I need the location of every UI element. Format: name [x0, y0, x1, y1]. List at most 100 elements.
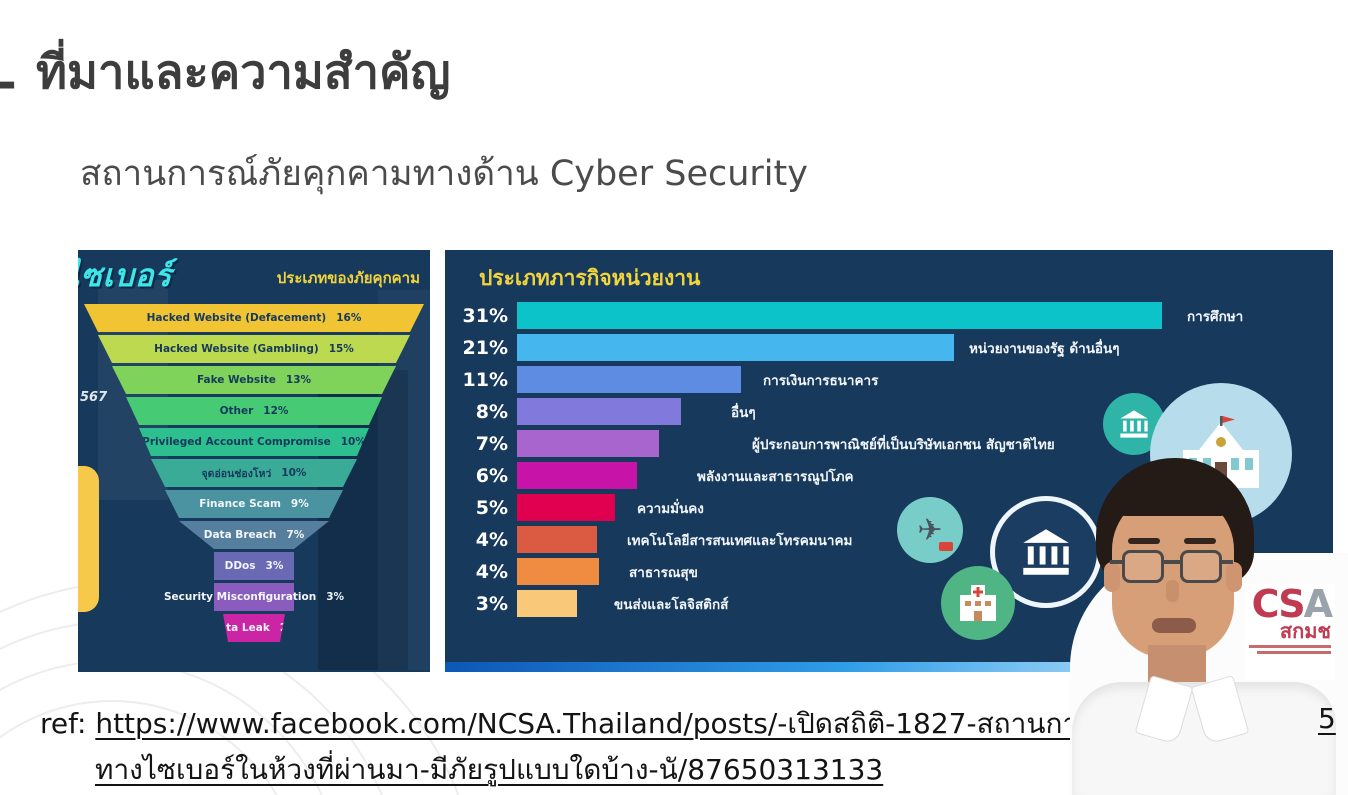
- bar-category-label: เทคโนโลยีสารสนเทศและโทรคมนาคม: [627, 532, 853, 549]
- presenter-hair-fringe: [1112, 468, 1234, 516]
- funnel-row: Privileged Account Compromise 10%: [139, 428, 369, 456]
- bar-value-label: 6%: [475, 464, 508, 487]
- bar-row: 8% อื่นๆ: [453, 398, 1323, 425]
- funnel-row: Security Misconfiguration 3%: [164, 583, 344, 611]
- ncsa-logo-tagline: [1249, 645, 1331, 648]
- funnel-rows: Hacked Website (Defacement) 16% Hacked Web…: [78, 304, 430, 645]
- bar-category-label: การศึกษา: [1187, 308, 1244, 325]
- title-dash: –: [0, 50, 17, 113]
- bar-chart-title: ประเภทภารกิจหน่วยงาน: [479, 266, 701, 290]
- funnel-row: Data Leak 2%: [223, 614, 285, 642]
- bar-value-label: 3%: [475, 592, 508, 615]
- ref-label: ref:: [40, 707, 96, 740]
- bar-value-label: 7%: [475, 432, 508, 455]
- funnel-row-value: 7%: [286, 529, 305, 541]
- bar-value-label: 4%: [475, 560, 508, 583]
- funnel-row-value: 13%: [285, 374, 312, 386]
- funnel-row-label: Data Breach: [203, 529, 277, 541]
- funnel-row: Hacked Website (Gambling) 15%: [98, 335, 410, 363]
- bar: [517, 430, 659, 457]
- funnel-row-value: 12%: [263, 405, 289, 417]
- bar-category-label: ความมั่นคง: [637, 500, 704, 517]
- bar-chart-bottom-strip: [445, 662, 1333, 672]
- bar-category-label: ผู้ประกอบการพาณิชย์ที่เป็นบริษัทเอกชน สั…: [752, 436, 1055, 453]
- bar-row: 21% หน่วยงานของรัฐ ด้านอื่นๆ: [453, 334, 1323, 361]
- glasses-arm: [1220, 560, 1233, 564]
- funnel-row-value: 9%: [290, 498, 309, 510]
- bar-category-label: พลังงานและสาธารณูปโภค: [697, 468, 854, 485]
- reference-line-2: ทางไซเบอร์ในห้วงที่ผ่านมา-มีภัยรูปแบบใดบ…: [95, 748, 883, 792]
- bar-row: 5% ความมั่นคง: [453, 494, 1323, 521]
- bar-row: 11% การเงินการธนาคาร: [453, 366, 1323, 393]
- bar-value-label: 5%: [475, 496, 508, 519]
- bar: [517, 494, 615, 521]
- bar-value-label: 31%: [462, 304, 508, 327]
- funnel-watermark-text: ไซเบอร์: [78, 258, 173, 294]
- bar-value-label: 11%: [462, 368, 508, 391]
- bar: [517, 462, 637, 489]
- funnel-row-value: 16%: [336, 312, 362, 324]
- funnel-year-fragment: 567: [80, 390, 108, 405]
- funnel-row: จุดอ่อนช่องโหว่ 10%: [151, 459, 357, 487]
- bar-row: 4% เทคโนโลยีสารสนเทศและโทรคมนาคม: [453, 526, 1323, 553]
- funnel-row-label: Fake Website: [196, 374, 276, 386]
- reference-link-1[interactable]: https://www.facebook.com/NCSA.Thailand/p…: [95, 707, 1079, 740]
- funnel-row-label: Security Misconfiguration: [163, 591, 317, 603]
- page-subtitle: สถานการณ์ภัยคุกคามทางด้าน Cyber Security: [80, 154, 808, 194]
- funnel-row-label: Data Leak: [210, 622, 270, 634]
- bar: [517, 398, 681, 425]
- reference-link-fragment: 5: [1318, 702, 1336, 735]
- truck-icon: [939, 542, 953, 551]
- ncsa-logo-text: CSA: [1251, 582, 1333, 626]
- bar-row: 4% สาธารณสุข: [453, 558, 1323, 585]
- funnel-row-label: จุดอ่อนช่องโหว่: [201, 467, 272, 480]
- bar-row: 6% พลังงานและสาธารณูปโภค: [453, 462, 1323, 489]
- bar-category-label: การเงินการธนาคาร: [763, 372, 879, 389]
- bar-value-label: 4%: [475, 528, 508, 551]
- bar-value-label: 8%: [475, 400, 508, 423]
- reference-link-2[interactable]: ทางไซเบอร์ในห้วงที่ผ่านมา-มีภัยรูปแบบใดบ…: [95, 753, 884, 786]
- funnel-row-value: 2%: [279, 622, 298, 634]
- bar-row: 3% ขนส่งและโลจิสติกส์: [453, 590, 1323, 617]
- funnel-side-tab: [78, 466, 99, 612]
- transport-plane-icon: ✈: [897, 497, 963, 563]
- bar: [517, 558, 599, 585]
- presenter-mouth: [1152, 618, 1196, 633]
- funnel-row: Fake Website 13%: [112, 366, 396, 394]
- funnel-row-value: 3%: [265, 560, 284, 572]
- glasses-right-lens-icon: [1180, 550, 1222, 583]
- presenter-ear: [1104, 562, 1120, 592]
- funnel-chart-title: ประเภทของภัยคุกคาม: [276, 269, 420, 287]
- glasses-bridge: [1163, 560, 1181, 564]
- funnel-row: Finance Scam 9%: [165, 490, 343, 518]
- funnel-row: Hacked Website (Defacement) 16%: [84, 304, 424, 332]
- funnel-row-label: Hacked Website (Defacement): [146, 312, 327, 324]
- funnel-row-value: 10%: [340, 436, 366, 448]
- hospital-icon: [941, 566, 1015, 640]
- funnel-row-label: Privileged Account Compromise: [142, 436, 331, 448]
- bar: [517, 334, 954, 361]
- glasses-arm: [1110, 560, 1123, 564]
- funnel-row-value: 10%: [281, 467, 307, 479]
- funnel-row-value: 15%: [328, 343, 354, 355]
- bar-value-label: 21%: [462, 336, 508, 359]
- funnel-row: DDos 3%: [214, 552, 294, 580]
- glasses-left-lens-icon: [1122, 550, 1164, 583]
- funnel-row-label: Other: [219, 405, 254, 417]
- reference-line-1: ref: https://www.facebook.com/NCSA.Thail…: [40, 702, 1078, 746]
- ncsa-logo-tagline: [1257, 651, 1331, 654]
- presenter-eyebrow: [1184, 538, 1216, 544]
- bar-category-label: สาธารณสุข: [629, 564, 698, 581]
- presenter-eyebrow: [1128, 538, 1160, 544]
- bar-category-label: อื่นๆ: [731, 404, 756, 421]
- bar: [517, 302, 1162, 329]
- bar-rows: 31% การศึกษา 21% หน่วยงานของรัฐ ด้านอื่นๆ 11…: [453, 302, 1323, 622]
- bar: [517, 590, 577, 617]
- bar: [517, 366, 741, 393]
- ncsa-logo-thai-text: สกมช: [1279, 619, 1331, 643]
- threat-type-funnel-chart: ไซเบอร์ ประเภทของภัยคุกคาม 567 Hacked We…: [78, 250, 430, 672]
- funnel-row-value: 3%: [326, 591, 345, 603]
- bar-row: 7% ผู้ประกอบการพาณิชย์ที่เป็นบริษัทเอกชน …: [453, 430, 1323, 457]
- presenter-nose: [1166, 580, 1179, 602]
